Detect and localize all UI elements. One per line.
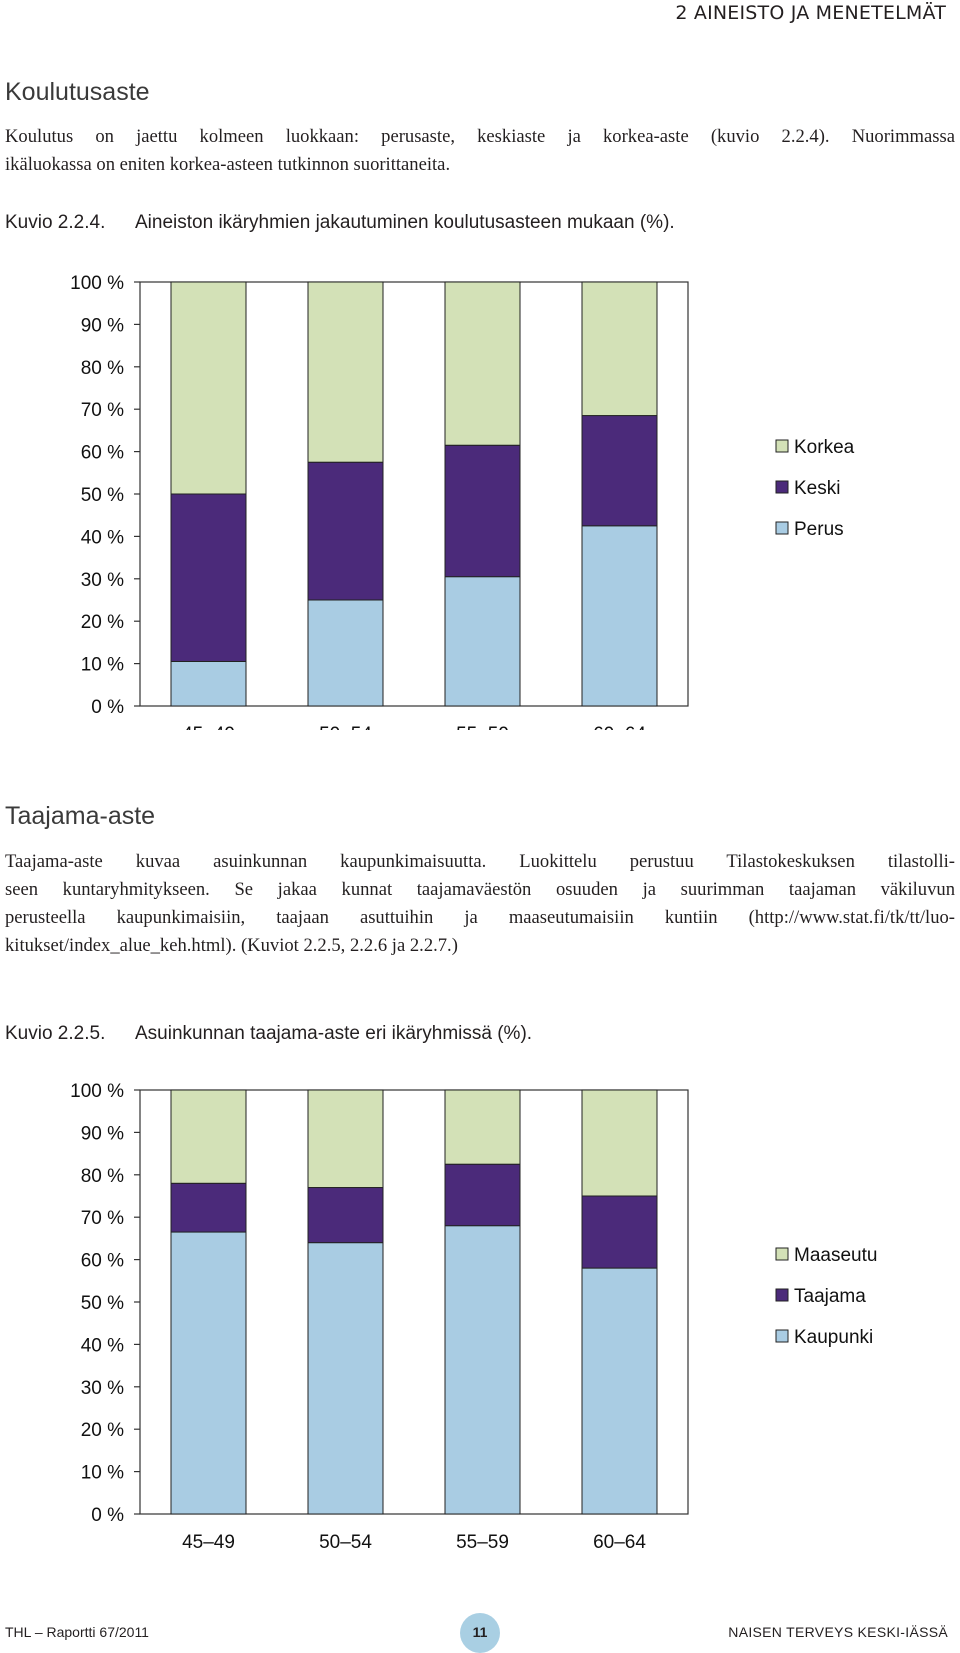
y-tick-label: 60 % [81,443,124,464]
bar-segment-korkea [170,281,247,495]
paragraph-line: Taajama-aste kuvaa asuinkunnan kaupunkim… [5,851,955,872]
bar-segment-taajama [170,1182,247,1233]
bar-segment-taajama [444,1163,521,1227]
section-heading-taajama-aste: Taajama-aste [5,802,156,830]
y-tick-label: 10 % [81,1463,124,1484]
y-tick-label: 20 % [81,612,124,633]
legend-label: Keski [794,478,840,499]
footer-report-name: THL – Raportti 67/2011 [5,1624,149,1640]
bar-segment-perus [307,599,384,707]
figure-number: Kuvio 2.2.5. [5,1023,106,1044]
bar-segment-perus [581,525,658,707]
y-tick-label: 90 % [81,315,124,336]
bar-segment-maaseutu [581,1089,658,1197]
bar-segment-keski [307,461,384,601]
paragraph-koulutusaste: Koulutus on jaettu kolmeen luokkaan: per… [5,123,955,179]
y-tick-label: 100 % [70,1081,124,1102]
bar-segment-korkea [581,281,658,417]
y-tick-label: 60 % [81,1251,124,1272]
footer-publication-title: NAISEN TERVEYS KESKI-IÄSSÄ [728,1624,948,1640]
bar-segment-maaseutu [170,1089,247,1184]
bar-segment-keski [170,493,247,662]
paragraph-line: Koulutus on jaettu kolmeen luokkaan: per… [5,126,955,147]
legend-swatch [775,1288,789,1302]
stacked-bar-chart-koulutusaste: 0 % 10 % 20 % 30 % 40 % 50 % 60 % 70 % 80 % 90 % 1… [70,273,855,730]
legend-label: Kaupunki [794,1327,873,1348]
figure-caption-2-2-5: Kuvio 2.2.5. Asuinkunnan taajama-aste eri… [5,1023,532,1045]
y-tick-label: 40 % [81,1335,124,1356]
y-tick-label: 0 % [91,1505,124,1526]
page-number-badge: 11 [460,1613,500,1653]
bar-segment-korkea [444,281,521,446]
legend-swatch [775,480,789,494]
y-tick-label: 70 % [81,1208,124,1229]
x-tick-label: 45–49 [182,724,235,730]
legend-label: Taajama [794,1286,866,1307]
y-tick-label: 80 % [81,1166,124,1187]
stacked-bar-chart-taajama-aste: 0 % 10 % 20 % 30 % 40 % 50 % 60 % 70 % 80 % 90 % 1… [70,1081,877,1553]
section-heading-koulutusaste: Koulutusaste [5,78,150,106]
y-tick-label: 30 % [81,1378,124,1399]
y-tick-label: 80 % [81,358,124,379]
x-tick-label: 50–54 [319,724,372,730]
bar-segment-perus [170,660,247,707]
legend-swatch [775,1329,789,1343]
bar-segment-kaupunki [444,1225,521,1515]
x-tick-label: 55–59 [456,1532,509,1553]
bar-segment-keski [581,415,658,527]
y-tick-label: 50 % [81,1293,124,1314]
bar-segment-keski [444,444,521,578]
y-tick-label: 70 % [81,400,124,421]
legend-label: Maaseutu [794,1245,877,1266]
legend-label: Korkea [794,437,855,458]
bar-segment-maaseutu [444,1089,521,1165]
bar-segment-taajama [581,1195,658,1269]
y-tick-label: 50 % [81,485,124,506]
y-tick-label: 20 % [81,1420,124,1441]
y-tick-label: 100 % [70,273,124,294]
figure-caption-text: Asuinkunnan taajama-aste eri ikäryhmissä… [135,1023,533,1044]
figure-caption-text: Aineiston ikäryhmien jakautuminen koulut… [135,212,675,233]
x-tick-label: 45–49 [182,1532,235,1553]
paragraph-line: kitukset/index_alue_keh.html). (Kuviot 2… [5,935,458,956]
y-tick-label: 40 % [81,527,124,548]
paragraph-taajama-aste: Taajama-aste kuvaa asuinkunnan kaupunkim… [5,848,955,960]
legend-swatch [775,1247,789,1261]
bar-segment-korkea [307,281,384,463]
running-header: 2 AINEISTO JA MENETELMÄT [675,2,946,24]
legend-swatch [775,521,789,535]
x-tick-label: 50–54 [319,1532,372,1553]
y-tick-label: 30 % [81,570,124,591]
figure-caption-2-2-4: Kuvio 2.2.4. Aineiston ikäryhmien jakautu… [5,212,675,234]
bar-segment-kaupunki [170,1231,247,1515]
bar-segment-perus [444,576,521,707]
paragraph-line: ikäluokassa on eniten korkea-asteen tutk… [5,154,451,175]
paragraph-line: seen kuntaryhmitykseen. Se jakaa kunnat … [5,879,955,900]
legend-label: Perus [794,519,844,540]
x-tick-label: 60–64 [593,724,646,730]
bar-segment-kaupunki [581,1267,658,1515]
y-tick-label: 10 % [81,655,124,676]
figure-number: Kuvio 2.2.4. [5,212,106,233]
x-tick-label: 55–59 [456,724,509,730]
bar-segment-maaseutu [307,1089,384,1189]
bar-segment-taajama [307,1187,384,1244]
paragraph-line: perusteella kaupunkimaisiin, taajaan asu… [5,907,955,928]
bar-segment-kaupunki [307,1242,384,1515]
legend-swatch [775,439,789,453]
x-tick-label: 60–64 [593,1532,646,1553]
y-tick-label: 90 % [81,1123,124,1144]
y-tick-label: 0 % [91,697,124,718]
